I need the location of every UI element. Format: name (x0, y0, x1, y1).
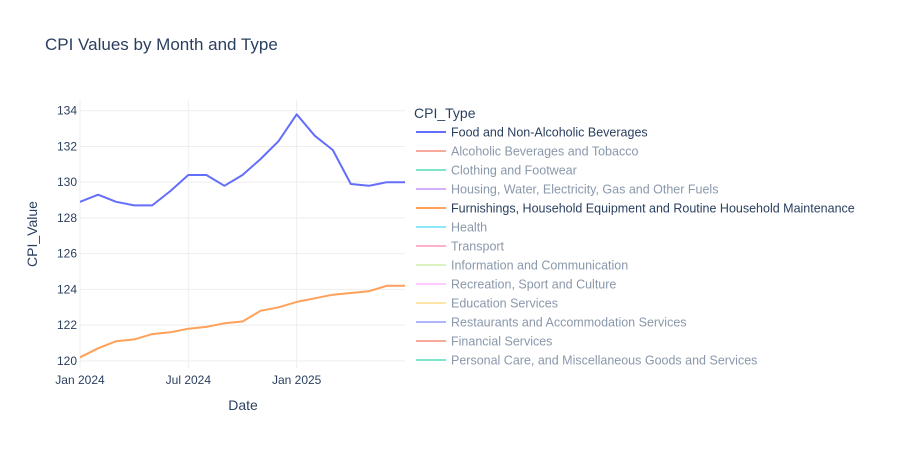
legend-item[interactable]: Furnishings, Household Equipment and Rou… (416, 202, 855, 216)
legend-item[interactable]: Food and Non-Alcoholic Beverages (416, 126, 648, 140)
y-tick-label: 130 (57, 175, 77, 189)
legend-item[interactable]: Personal Care, and Miscellaneous Goods a… (416, 354, 757, 368)
x-axis-title: Date (228, 397, 258, 413)
gridlines (79, 100, 405, 368)
y-tick-label: 134 (57, 104, 77, 118)
legend-item[interactable]: Transport (416, 240, 505, 254)
legend: CPI_Type Food and Non-Alcoholic Beverage… (414, 105, 855, 368)
x-axis-ticks: Jan 2024 Jul 2024 Jan 2025 (55, 373, 321, 387)
legend-item[interactable]: Education Services (416, 297, 558, 311)
legend-label: Financial Services (451, 335, 552, 349)
legend-label: Food and Non-Alcoholic Beverages (451, 126, 648, 140)
legend-item[interactable]: Financial Services (416, 335, 552, 349)
y-tick-label: 132 (57, 139, 77, 153)
x-tick-label: Jul 2024 (166, 373, 212, 387)
legend-item[interactable]: Health (416, 221, 487, 235)
legend-label: Furnishings, Household Equipment and Rou… (451, 202, 855, 216)
legend-label: Alcoholic Beverages and Tobacco (451, 145, 638, 159)
legend-label: Education Services (451, 297, 558, 311)
legend-item[interactable]: Housing, Water, Electricity, Gas and Oth… (416, 183, 718, 197)
y-tick-label: 128 (57, 211, 77, 225)
legend-label: Transport (451, 240, 505, 254)
legend-label: Restaurants and Accommodation Services (451, 316, 687, 330)
chart-title: CPI Values by Month and Type (45, 35, 278, 54)
legend-items: Food and Non-Alcoholic Beverages Alcoholi… (416, 126, 855, 368)
legend-item[interactable]: Restaurants and Accommodation Services (416, 316, 687, 330)
y-tick-label: 120 (57, 354, 77, 368)
legend-label: Housing, Water, Electricity, Gas and Oth… (451, 183, 718, 197)
y-axis-title: CPI_Value (24, 201, 40, 267)
legend-label: Recreation, Sport and Culture (451, 278, 616, 292)
series-line-0 (80, 113, 405, 207)
x-tick-label: Jan 2025 (272, 373, 322, 387)
legend-label: Health (451, 221, 487, 235)
legend-item[interactable]: Clothing and Footwear (416, 164, 577, 178)
y-tick-label: 122 (57, 318, 77, 332)
legend-label: Information and Communication (451, 259, 628, 273)
legend-item[interactable]: Alcoholic Beverages and Tobacco (416, 145, 638, 159)
y-tick-label: 126 (57, 247, 77, 261)
x-tick-label: Jan 2024 (55, 373, 105, 387)
legend-item[interactable]: Information and Communication (416, 259, 628, 273)
legend-label: Personal Care, and Miscellaneous Goods a… (451, 354, 757, 368)
legend-title: CPI_Type (414, 105, 476, 121)
legend-item[interactable]: Recreation, Sport and Culture (416, 278, 616, 292)
legend-label: Clothing and Footwear (451, 164, 577, 178)
y-axis-ticks: 120 122 124 126 128 130 132 134 (57, 104, 77, 368)
series-lines (80, 113, 405, 359)
series-line-1 (80, 284, 405, 359)
y-tick-label: 124 (57, 282, 77, 296)
